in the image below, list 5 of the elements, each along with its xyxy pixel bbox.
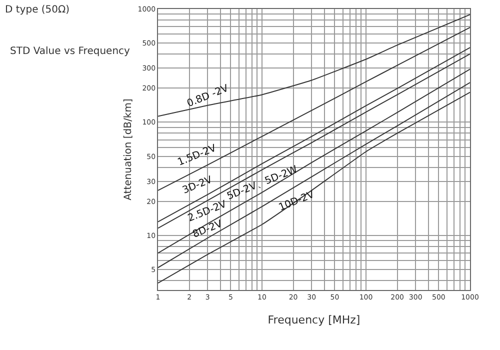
- text: D type (50Ω): [5, 4, 70, 16]
- annotation: 0.8D -2V: [186, 83, 230, 110]
- x-axis-title: Frequency [MHz]: [268, 314, 360, 327]
- y-axis-title: Attenuation [dB/km]: [122, 98, 134, 200]
- text: STD Value vs Frequency: [10, 46, 130, 57]
